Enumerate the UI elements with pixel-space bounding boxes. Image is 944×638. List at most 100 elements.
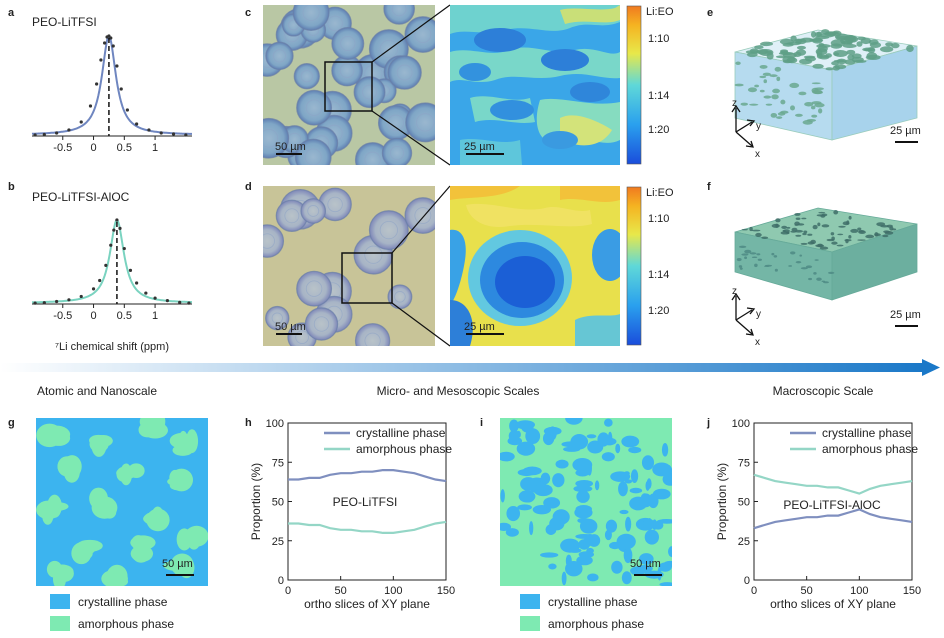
tomography-render-f — [734, 207, 918, 301]
chart-j-inset-title: PEO-LiTFSI-AlOC — [783, 498, 881, 512]
nmr-b-data-point — [55, 299, 59, 304]
scale-bar-d-left-label: 50 µm — [275, 321, 306, 333]
nmr-b-data-point — [135, 281, 139, 285]
zoom-line-c-bottom — [371, 110, 451, 166]
nmr-a-x-tick-label: 0.5 — [117, 142, 132, 154]
zoom-box-d — [341, 252, 393, 304]
scale-label-macro: Macroscopic Scale — [773, 384, 874, 398]
colorbar-c-tick-3: 1:20 — [648, 124, 669, 136]
nmr-a-data-point — [119, 87, 123, 91]
nmr-b-fit-line — [32, 218, 192, 304]
chart-j-series-crystalline — [753, 508, 913, 530]
nmr-a-x-tick-label: 0 — [90, 142, 96, 154]
scale-bar-f-label: 25 µm — [890, 309, 921, 321]
chart-j-legend-label: crystalline phase — [822, 426, 912, 440]
nmr-a-data-point — [42, 132, 46, 137]
chart-h-y-tick-label: 100 — [266, 418, 284, 430]
chart-j-y-axis-label: Proportion (%) — [715, 463, 729, 540]
chart-j-x-tick-label: 150 — [903, 585, 921, 597]
panel-letter-h: h — [245, 417, 252, 429]
chart-h-y-tick-label: 0 — [278, 575, 284, 587]
legend-label-crystalline-g: crystalline phase — [78, 595, 168, 609]
nmr-a-x-tick-label: 1 — [152, 142, 158, 154]
nmr-a-data-point — [147, 128, 151, 132]
nmr-a-data-point — [95, 82, 99, 86]
scale-bar-d-right-label: 25 µm — [464, 321, 495, 333]
nmr-b-x-tick-label: 0.5 — [117, 310, 132, 322]
chart-j-series-amorphous — [753, 473, 913, 495]
legend-swatch-crystalline-g — [50, 594, 70, 609]
colorbar-c-tick-2: 1:14 — [648, 90, 669, 102]
nmr-a-data-point — [79, 120, 83, 124]
nmr-a-plot: -0.5 0 0.5 1 — [31, 34, 192, 154]
nmr-b-data-point — [42, 301, 46, 305]
chart-h-y-tick-label: 25 — [272, 536, 284, 548]
nmr-b-x-tick-label: -0.5 — [53, 310, 72, 322]
colorbar-d-title: Li:EO — [646, 187, 674, 199]
chart-h-x-tick-label: 50 — [335, 585, 347, 597]
phase-map-i — [500, 418, 672, 586]
chart-j-y-tick-label: 0 — [744, 575, 750, 587]
nmr-a-title: PEO-LiTFSI — [32, 15, 97, 29]
optical-image-d — [263, 186, 435, 346]
panel-letter-j: j — [706, 417, 710, 429]
nmr-b-data-point — [122, 246, 126, 251]
scale-bar-c-right-label: 25 µm — [464, 141, 495, 153]
chart-h-legend-label: crystalline phase — [356, 426, 446, 440]
nmr-a-data-point — [115, 64, 119, 68]
nmr-a-data-point — [33, 133, 37, 137]
chart-h-y-tick-label: 75 — [272, 457, 284, 469]
panel-letter-a: a — [8, 7, 15, 19]
panel-letter-g: g — [8, 417, 15, 429]
nmr-a-data-point — [103, 41, 107, 45]
chart-j-y-tick-label: 50 — [738, 497, 750, 509]
nmr-b-data-point — [91, 287, 96, 291]
colorbar-c — [626, 5, 642, 165]
panel-letter-b: b — [8, 181, 15, 193]
optical-image-c — [263, 5, 435, 165]
chart-h-series-crystalline — [288, 469, 447, 483]
colorbar-c-title: Li:EO — [646, 6, 674, 18]
axes-triad-f — [731, 292, 756, 336]
panel-letter-e: e — [707, 7, 713, 19]
zoom-line-c-top — [371, 4, 451, 63]
legend-label-amorphous-i: amorphous phase — [548, 617, 644, 631]
legend-label-crystalline-i: crystalline phase — [548, 595, 638, 609]
colorbar-d-tick-3: 1:20 — [648, 305, 669, 317]
colorbar-c-tick-1: 1:10 — [648, 33, 669, 45]
axis-z-label-e: z — [732, 98, 737, 109]
nmr-a-data-point — [184, 133, 188, 137]
axes-triad-e — [731, 104, 756, 148]
legend-label-amorphous-g: amorphous phase — [78, 617, 174, 631]
chart-j-x-tick-label: 100 — [850, 585, 868, 597]
colorbar-d-tick-1: 1:10 — [648, 213, 669, 225]
nmr-b-x-tick-label: 1 — [152, 310, 158, 322]
chart-h-y-axis-label: Proportion (%) — [249, 463, 263, 540]
axis-z-label-f: z — [732, 286, 737, 297]
chart-j-y-tick-label: 100 — [732, 418, 750, 430]
nmr-b-data-point — [115, 218, 119, 222]
chart-j-legend-label: amorphous phase — [822, 442, 918, 456]
chart-h-x-tick-label: 150 — [437, 585, 455, 597]
legend-swatch-amorphous-g — [50, 616, 70, 631]
scale-label-atomic: Atomic and Nanoscale — [37, 384, 157, 398]
nmr-b-x-tick-label: 0 — [90, 310, 96, 322]
nmr-b-data-point — [144, 291, 148, 295]
nmr-b-title: PEO-LiTFSI-AlOC — [32, 190, 130, 204]
panel-letter-i: i — [480, 417, 483, 429]
nmr-a-data-point — [135, 122, 139, 126]
scale-bar-i-label: 50 µm — [630, 558, 661, 570]
chart-j-x-axis-label: ortho slices of XY plane — [770, 597, 896, 611]
nmr-a-data-point — [159, 131, 163, 135]
nmr-a-data-point — [88, 104, 93, 108]
nmr-a-data-point — [67, 128, 71, 132]
colorbar-d-tick-2: 1:14 — [648, 269, 669, 281]
nmr-b-plot: -0.5 0 0.5 1 — [32, 218, 192, 322]
phase-map-g — [36, 418, 208, 586]
axis-x-label-e: x — [755, 149, 760, 160]
tomography-render-e — [734, 29, 918, 141]
colorbar-d — [626, 186, 642, 346]
nmr-b-data-point — [112, 228, 116, 232]
